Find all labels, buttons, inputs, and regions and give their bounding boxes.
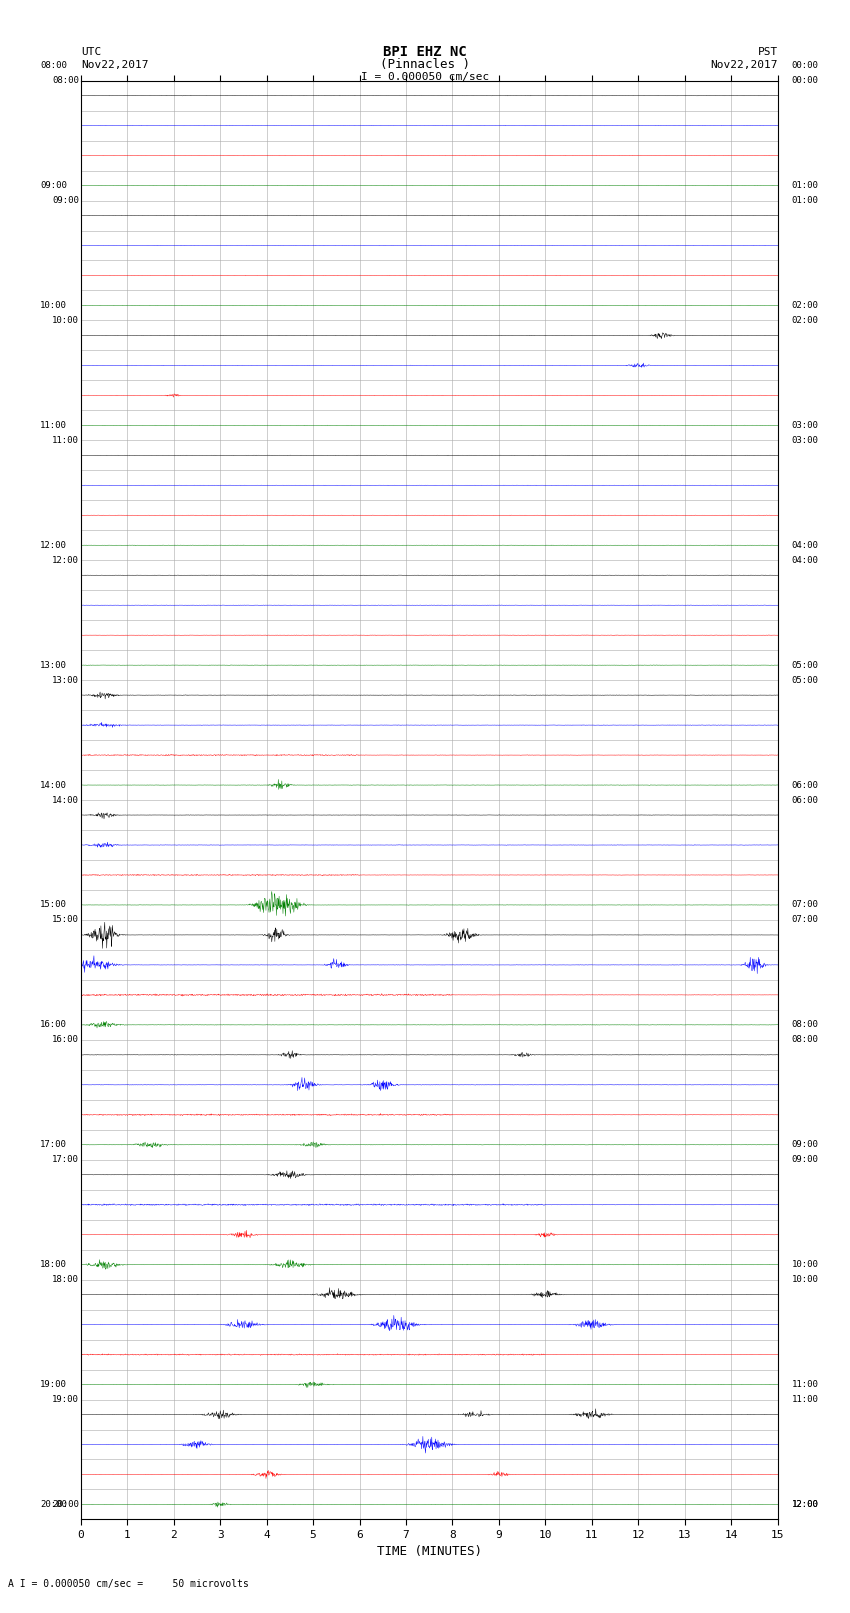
Text: 20:00: 20:00 [53,1500,79,1508]
Text: 09:00: 09:00 [791,1140,819,1148]
Text: 04:00: 04:00 [791,556,819,565]
Text: 01:00: 01:00 [791,197,819,205]
Text: 09:00: 09:00 [791,1155,819,1165]
X-axis label: TIME (MINUTES): TIME (MINUTES) [377,1545,482,1558]
Text: 08:00: 08:00 [791,1036,819,1044]
Text: 05:00: 05:00 [791,661,819,669]
Text: 00:00: 00:00 [791,61,819,69]
Text: Nov22,2017: Nov22,2017 [711,60,778,69]
Text: 14:00: 14:00 [53,795,79,805]
Text: 19:00: 19:00 [40,1381,67,1389]
Text: 02:00: 02:00 [791,316,819,324]
Text: 00:00: 00:00 [791,76,819,85]
Text: 17:00: 17:00 [53,1155,79,1165]
Text: 18:00: 18:00 [53,1276,79,1284]
Text: 03:00: 03:00 [791,421,819,429]
Text: 08:00: 08:00 [791,1021,819,1029]
Text: 17:00: 17:00 [40,1140,67,1148]
Text: 07:00: 07:00 [791,916,819,924]
Text: 01:00: 01:00 [791,181,819,190]
Text: 10:00: 10:00 [40,302,67,310]
Text: A I = 0.000050 cm/sec =     50 microvolts: A I = 0.000050 cm/sec = 50 microvolts [8,1579,249,1589]
Text: 12:00: 12:00 [791,1500,819,1508]
Text: 02:00: 02:00 [791,302,819,310]
Text: UTC: UTC [81,47,101,56]
Text: 13:00: 13:00 [40,661,67,669]
Text: 06:00: 06:00 [791,795,819,805]
Text: PST: PST [757,47,778,56]
Text: 07:00: 07:00 [791,900,819,910]
Text: 15:00: 15:00 [40,900,67,910]
Text: 11:00: 11:00 [40,421,67,429]
Text: (Pinnacles ): (Pinnacles ) [380,58,470,71]
Text: 14:00: 14:00 [40,781,67,789]
Text: 06:00: 06:00 [791,781,819,789]
Text: 10:00: 10:00 [791,1276,819,1284]
Text: 04:00: 04:00 [791,540,819,550]
Text: 12:00: 12:00 [40,540,67,550]
Text: 09:00: 09:00 [53,197,79,205]
Text: 13:00: 13:00 [53,676,79,684]
Text: 08:00: 08:00 [53,76,79,85]
Text: 20:00: 20:00 [40,1500,67,1508]
Text: 18:00: 18:00 [40,1260,67,1269]
Text: 03:00: 03:00 [791,436,819,445]
Text: 19:00: 19:00 [53,1395,79,1403]
Text: 16:00: 16:00 [40,1021,67,1029]
Text: 08:00: 08:00 [40,61,67,69]
Text: BPI EHZ NC: BPI EHZ NC [383,45,467,58]
Text: I = 0.000050 cm/sec: I = 0.000050 cm/sec [361,73,489,82]
Text: 11:00: 11:00 [791,1395,819,1403]
Text: 16:00: 16:00 [53,1036,79,1044]
Text: 11:00: 11:00 [791,1381,819,1389]
Text: 05:00: 05:00 [791,676,819,684]
Text: 10:00: 10:00 [53,316,79,324]
Text: 10:00: 10:00 [791,1260,819,1269]
Text: 12:00: 12:00 [791,1500,819,1508]
Text: Nov22,2017: Nov22,2017 [81,60,148,69]
Text: 11:00: 11:00 [53,436,79,445]
Text: 15:00: 15:00 [53,916,79,924]
Text: 09:00: 09:00 [40,181,67,190]
Text: 12:00: 12:00 [53,556,79,565]
